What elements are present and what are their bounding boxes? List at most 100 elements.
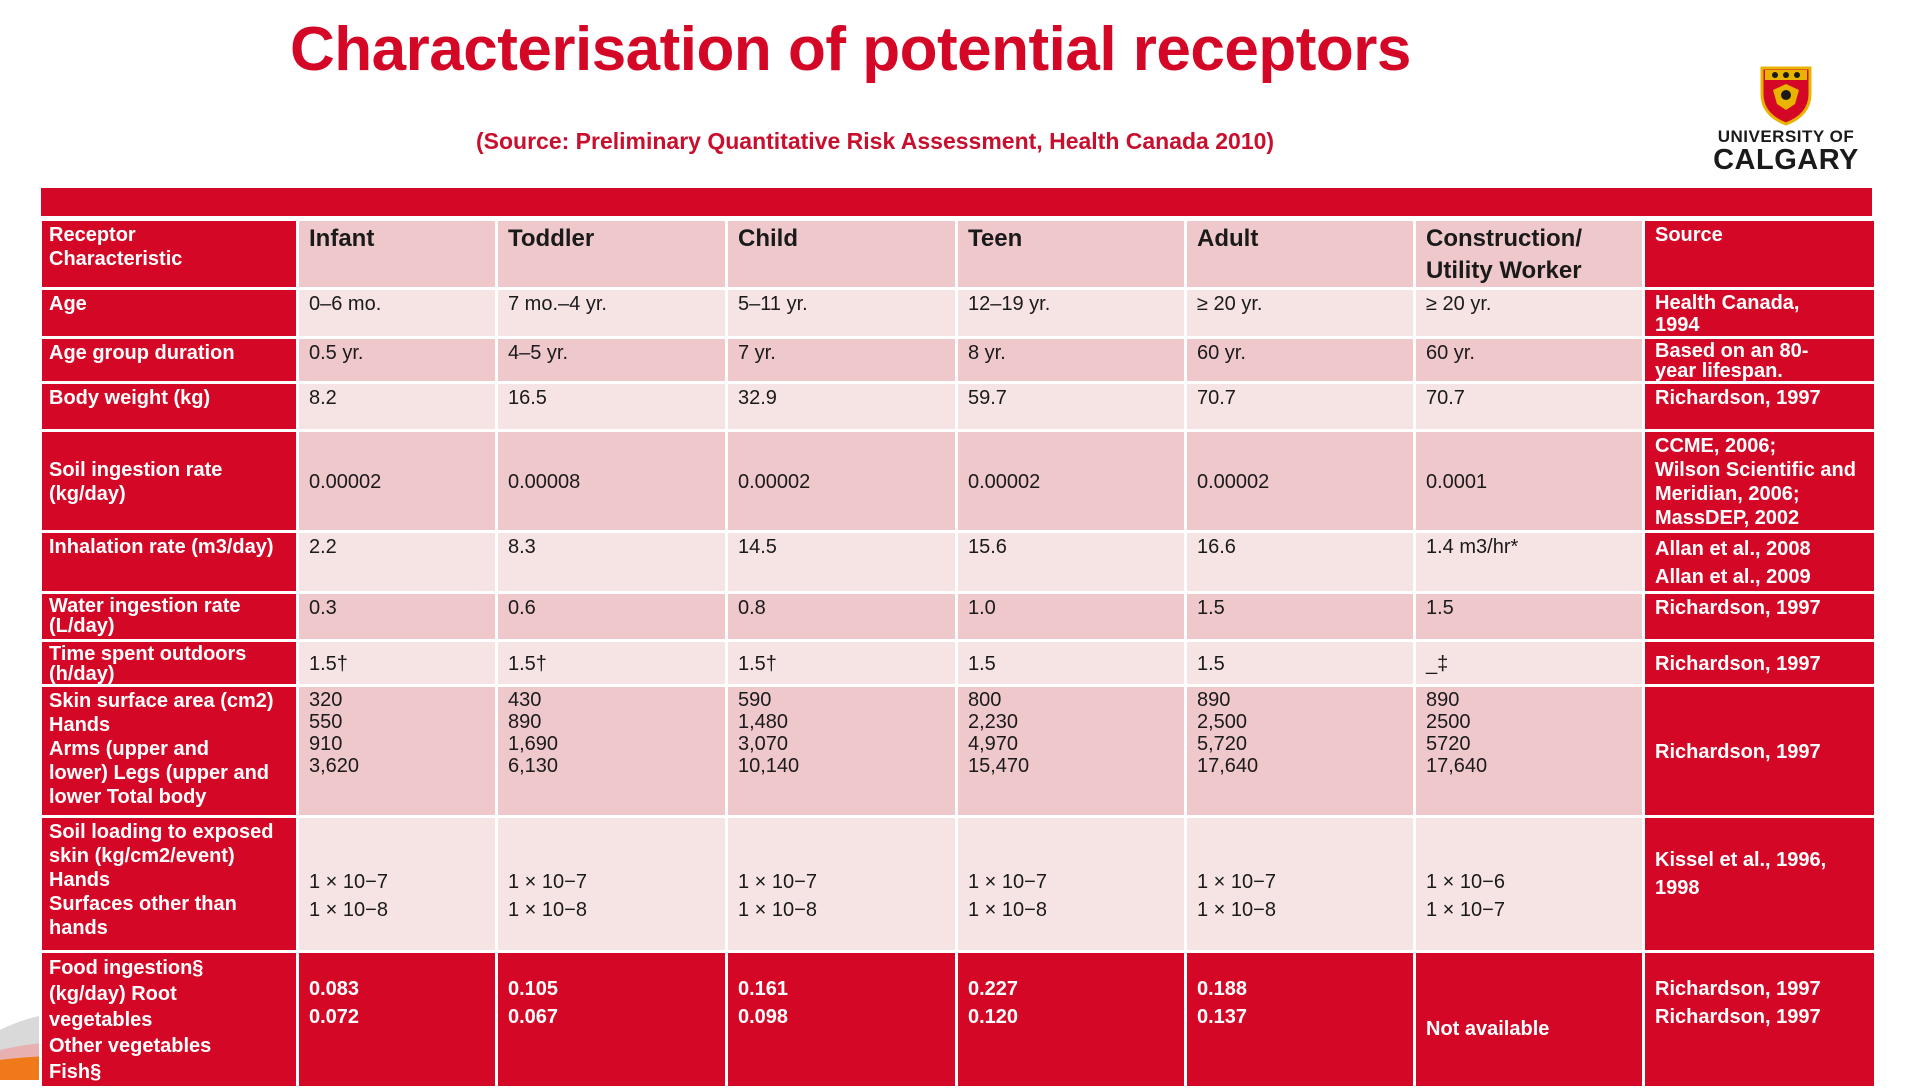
row-label: Time spent outdoors (h/day) xyxy=(39,639,299,687)
cell-infant: 8.2 xyxy=(296,381,498,432)
cell-worker: 0.0001 xyxy=(1413,429,1645,533)
cell-adult: 70.7 xyxy=(1184,381,1416,432)
cell-child: 590 1,480 3,070 10,140 xyxy=(725,684,958,818)
cell-child: 7 yr. xyxy=(725,336,958,384)
cell-teen: 0.227 0.120 xyxy=(955,950,1187,1089)
cell-worker: 1.4 m3/hr* xyxy=(1413,530,1645,594)
cell-infant: 2.2 xyxy=(296,530,498,594)
university-logo: UNIVERSITY OF CALGARY xyxy=(1706,64,1866,184)
cell-source: Richardson, 1997 xyxy=(1642,591,1877,642)
cell-infant: 0.00002 xyxy=(296,429,498,533)
logo-line-2: CALGARY xyxy=(1713,144,1859,176)
cell-adult: 1 × 10−7 1 × 10−8 xyxy=(1184,815,1416,953)
cell-worker: Not available xyxy=(1413,950,1645,1089)
cell-teen: 12–19 yr. xyxy=(955,287,1187,339)
cell-infant: 1.5† xyxy=(296,639,498,687)
cell-adult: 890 2,500 5,720 17,640 xyxy=(1184,684,1416,818)
cell-teen: 15.6 xyxy=(955,530,1187,594)
table-row-age-group-duration: Age group duration 0.5 yr. 4–5 yr. 7 yr.… xyxy=(39,336,1877,384)
row-label: Water ingestion rate (L/day) xyxy=(39,591,299,642)
table-top-bar xyxy=(41,188,1872,216)
receptor-table: Receptor Characteristic Infant Toddler Ch… xyxy=(39,218,1877,1089)
cell-teen: 1 × 10−7 1 × 10−8 xyxy=(955,815,1187,953)
cell-worker: ≥ 20 yr. xyxy=(1413,287,1645,339)
table-row-inhalation-rate: Inhalation rate (m3/day) 2.2 8.3 14.5 15… xyxy=(39,530,1877,594)
cell-toddler: 0.00008 xyxy=(495,429,728,533)
cell-toddler: 16.5 xyxy=(495,381,728,432)
slide-title: Characterisation of potential receptors xyxy=(290,15,1411,84)
header-label: Receptor Characteristic xyxy=(39,218,299,290)
table-row-body-weight: Body weight (kg) 8.2 16.5 32.9 59.7 70.7… xyxy=(39,381,1877,432)
cell-toddler: 430 890 1,690 6,130 xyxy=(495,684,728,818)
cell-worker: 890 2500 5720 17,640 xyxy=(1413,684,1645,818)
cell-toddler: 0.105 0.067 xyxy=(495,950,728,1089)
header-adult: Adult xyxy=(1184,218,1416,290)
cell-child: 32.9 xyxy=(725,381,958,432)
cell-adult: 0.00002 xyxy=(1184,429,1416,533)
cell-worker: _‡ xyxy=(1413,639,1645,687)
cell-toddler: 1.5† xyxy=(495,639,728,687)
cell-adult: ≥ 20 yr. xyxy=(1184,287,1416,339)
table-row-water-ingestion: Water ingestion rate (L/day) 0.3 0.6 0.8 … xyxy=(39,591,1877,642)
cell-worker: 60 yr. xyxy=(1413,336,1645,384)
table-row-soil-ingestion: Soil ingestion rate (kg/day) 0.00002 0.00… xyxy=(39,429,1877,533)
cell-source: Richardson, 1997 xyxy=(1642,639,1877,687)
cell-infant: 320 550 910 3,620 xyxy=(296,684,498,818)
cell-source: Health Canada, 1994 xyxy=(1642,287,1877,339)
row-label: Food ingestion§ (kg/day) Root vegetables O… xyxy=(39,950,299,1089)
cell-toddler: 7 mo.–4 yr. xyxy=(495,287,728,339)
cell-teen: 59.7 xyxy=(955,381,1187,432)
cell-child: 0.00002 xyxy=(725,429,958,533)
cell-teen: 1.5 xyxy=(955,639,1187,687)
table-row-time-outdoors: Time spent outdoors (h/day) 1.5† 1.5† 1.5… xyxy=(39,639,1877,687)
header-infant: Infant xyxy=(296,218,498,290)
cell-child: 0.161 0.098 xyxy=(725,950,958,1089)
cell-adult: 0.188 0.137 xyxy=(1184,950,1416,1089)
cell-teen: 1.0 xyxy=(955,591,1187,642)
cell-worker: 70.7 xyxy=(1413,381,1645,432)
table-row-skin-surface-area: Skin surface area (cm2) Hands Arms (upper… xyxy=(39,684,1877,818)
table-row-soil-loading: Soil loading to exposed skin (kg/cm2/even… xyxy=(39,815,1877,953)
header-child: Child xyxy=(725,218,958,290)
table-row-age: Age 0–6 mo. 7 mo.–4 yr. 5–11 yr. 12–19 y… xyxy=(39,287,1877,339)
cell-toddler: 4–5 yr. xyxy=(495,336,728,384)
cell-toddler: 0.6 xyxy=(495,591,728,642)
row-label: Body weight (kg) xyxy=(39,381,299,432)
cell-adult: 60 yr. xyxy=(1184,336,1416,384)
cell-teen: 0.00002 xyxy=(955,429,1187,533)
cell-child: 1.5† xyxy=(725,639,958,687)
row-label: Soil ingestion rate (kg/day) xyxy=(39,429,299,533)
cell-worker: 1.5 xyxy=(1413,591,1645,642)
table-header-row: Receptor Characteristic Infant Toddler Ch… xyxy=(39,218,1877,290)
cell-child: 5–11 yr. xyxy=(725,287,958,339)
cell-child: 1 × 10−7 1 × 10−8 xyxy=(725,815,958,953)
cell-teen: 8 yr. xyxy=(955,336,1187,384)
header-construction-worker: Construction/Utility Worker xyxy=(1413,218,1645,290)
cell-infant: 0.5 yr. xyxy=(296,336,498,384)
cell-source: Richardson, 1997 xyxy=(1642,684,1877,818)
cell-child: 14.5 xyxy=(725,530,958,594)
cell-toddler: 8.3 xyxy=(495,530,728,594)
crest-icon xyxy=(1760,66,1812,126)
cell-adult: 1.5 xyxy=(1184,639,1416,687)
cell-worker: 1 × 10−6 1 × 10−7 xyxy=(1413,815,1645,953)
slide-subtitle: (Source: Preliminary Quantitative Risk A… xyxy=(476,128,1275,154)
cell-source: Richardson, 1997 xyxy=(1642,381,1877,432)
cell-adult: 1.5 xyxy=(1184,591,1416,642)
cell-infant: 0.3 xyxy=(296,591,498,642)
cell-toddler: 1 × 10−7 1 × 10−8 xyxy=(495,815,728,953)
header-source: Source xyxy=(1642,218,1877,290)
table-row-food-ingestion: Food ingestion§ (kg/day) Root vegetables O… xyxy=(39,950,1877,1089)
row-label: Age xyxy=(39,287,299,339)
header-toddler: Toddler xyxy=(495,218,728,290)
header-teen: Teen xyxy=(955,218,1187,290)
cell-infant: 1 × 10−7 1 × 10−8 xyxy=(296,815,498,953)
cell-source: Based on an 80- year lifespan. xyxy=(1642,336,1877,384)
cell-infant: 0–6 mo. xyxy=(296,287,498,339)
cell-source: CCME, 2006; Wilson Scientific and Meridia… xyxy=(1642,429,1877,533)
cell-infant: 0.083 0.072 xyxy=(296,950,498,1089)
cell-source: Allan et al., 2008 Allan et al., 2009 xyxy=(1642,530,1877,594)
cell-source: Kissel et al., 1996, 1998 xyxy=(1642,815,1877,953)
row-label: Age group duration xyxy=(39,336,299,384)
cell-adult: 16.6 xyxy=(1184,530,1416,594)
